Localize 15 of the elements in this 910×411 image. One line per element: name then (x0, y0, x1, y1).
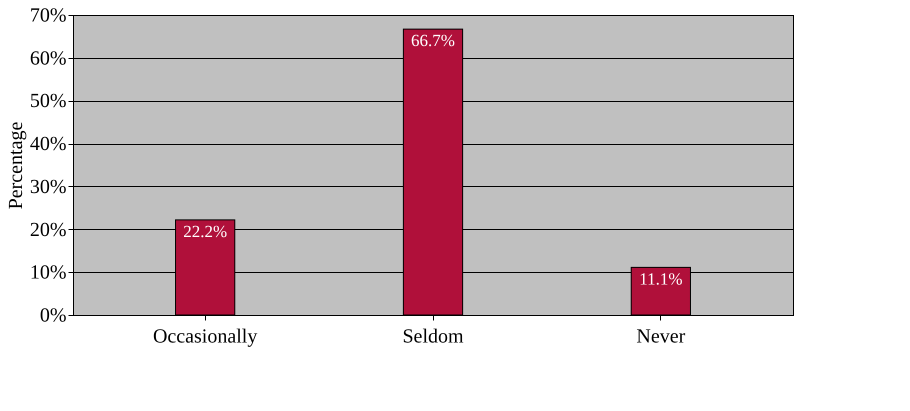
y-tick-label: 40% (30, 133, 66, 156)
data-label: 66.7% (411, 31, 455, 50)
x-tick-label: Seldom (402, 326, 464, 348)
x-tick-label: Occasionally (152, 326, 258, 348)
y-tick-label: 60% (30, 47, 66, 70)
y-tick-label: 30% (30, 176, 66, 198)
data-label: 22.2% (183, 222, 228, 241)
y-tick-label: 20% (30, 218, 66, 241)
x-tick-label: Never (636, 326, 686, 348)
y-axis-title: Percentage (4, 122, 27, 210)
data-label: 11.1% (639, 269, 682, 288)
y-tick-label: 0% (40, 304, 66, 326)
y-tick-label: 10% (30, 262, 66, 284)
y-tick-label: 70% (30, 4, 66, 26)
y-tick-label: 50% (30, 90, 66, 112)
